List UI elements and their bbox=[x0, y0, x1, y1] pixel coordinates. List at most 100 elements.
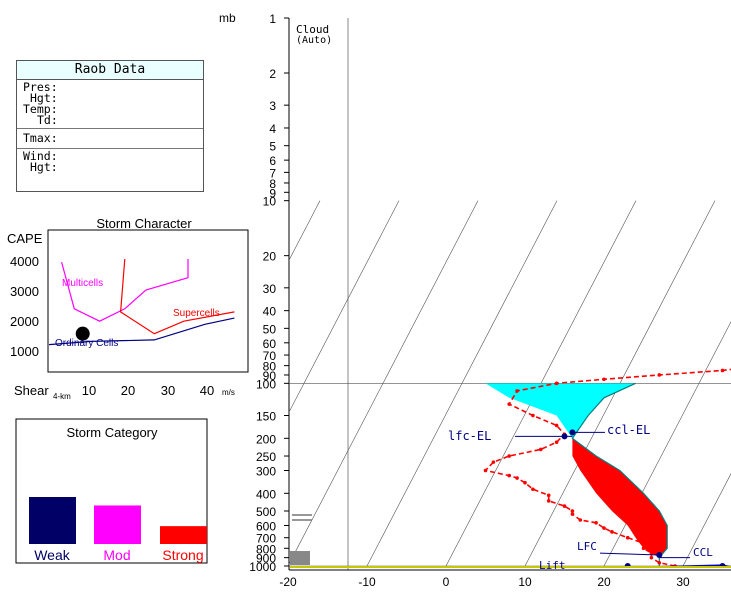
dewpoint-point bbox=[570, 512, 575, 516]
isotherm-line bbox=[366, 383, 463, 566]
ccl-label: CCL bbox=[693, 546, 713, 559]
current-storm-marker bbox=[75, 326, 90, 341]
storm-character-title: Storm Character bbox=[96, 216, 192, 231]
temperature-tick: -10 bbox=[358, 575, 376, 589]
pressure-tick: 4 bbox=[269, 122, 276, 136]
temperature-tick: 0 bbox=[443, 575, 450, 589]
raob-group-wind: Wind: Hgt: bbox=[17, 149, 203, 175]
pressure-tick: 6 bbox=[269, 154, 276, 168]
raob-temp-label: Temp: bbox=[23, 102, 58, 116]
dewpoint-point bbox=[507, 454, 512, 458]
shear-tick-40: 40 bbox=[200, 383, 214, 398]
storm-category-title: Storm Category bbox=[66, 425, 158, 440]
cloud-label: Cloud bbox=[296, 23, 329, 36]
dewpoint-point bbox=[562, 504, 567, 508]
cape-tick-1000: 1000 bbox=[10, 344, 39, 359]
raob-hgt-label: Hgt: bbox=[30, 91, 58, 105]
temperature-axis: -20 -10 0 10 20 30 bbox=[279, 575, 690, 589]
el-marker bbox=[569, 429, 576, 436]
isotherm-line bbox=[682, 473, 731, 566]
raob-wind-label: Wind: bbox=[23, 149, 58, 163]
el-marker bbox=[561, 433, 568, 440]
pressure-tick: 30 bbox=[263, 282, 277, 296]
isotherm-line bbox=[619, 200, 716, 384]
pressure-tick: 400 bbox=[256, 487, 276, 501]
dewpoint-point bbox=[578, 518, 583, 522]
lfc-marker bbox=[656, 551, 663, 558]
dewpoint-point bbox=[657, 373, 662, 377]
dewpoint-line bbox=[483, 368, 731, 566]
pressure-unit-label: mb bbox=[219, 11, 236, 25]
shear-tick-20: 20 bbox=[121, 383, 135, 398]
cape-area bbox=[485, 383, 636, 439]
shear-tick-30: 30 bbox=[161, 383, 175, 398]
lfc-connector bbox=[599, 552, 660, 556]
pressure-tick: 2 bbox=[269, 67, 276, 81]
isotherm-line bbox=[303, 200, 400, 384]
shear-unit-label: m/s bbox=[222, 388, 235, 397]
pressure-tick: 100 bbox=[256, 377, 276, 391]
lift-label: Lift bbox=[539, 559, 566, 572]
dewpoint-point bbox=[554, 381, 559, 386]
strong-label: Strong bbox=[162, 547, 203, 563]
shear-axis-sublabel: 4-km bbox=[53, 392, 71, 401]
raob-td-label: Td: bbox=[37, 113, 58, 127]
raob-group-tmax: Tmax: bbox=[17, 129, 203, 149]
pressure-tick: 90 bbox=[263, 369, 277, 383]
pressure-tick: 250 bbox=[256, 450, 276, 464]
dewpoint-point bbox=[641, 546, 646, 551]
cloud-auto-label: (Auto) bbox=[296, 35, 332, 46]
cape-tick-4000: 4000 bbox=[10, 254, 39, 269]
dewpoint-point bbox=[507, 402, 512, 406]
raob-data-panel: Raob Data Pres: Hgt: Temp: Td: Tmax: Win… bbox=[16, 60, 204, 192]
pressure-tick: 1000 bbox=[249, 560, 276, 574]
dewpoint-point bbox=[491, 460, 496, 464]
multicells-label: Multicells bbox=[62, 278, 103, 289]
temperature-tick: 20 bbox=[597, 575, 611, 589]
pressure-tick: 7 bbox=[269, 166, 276, 180]
storm-region-line bbox=[61, 259, 189, 322]
pressure-tick: 70 bbox=[263, 349, 277, 363]
storm-character-plot bbox=[47, 229, 249, 373]
pressure-tick: 10 bbox=[263, 195, 277, 209]
pressure-tick: 8 bbox=[269, 177, 276, 191]
dewpoint-point bbox=[515, 389, 519, 393]
pressure-tick: 200 bbox=[256, 432, 276, 446]
ordinary-cells-label: Ordinary Cells bbox=[55, 338, 118, 349]
raob-wind-hgt-label: Hgt: bbox=[30, 160, 58, 174]
mod-bar bbox=[94, 505, 141, 544]
raob-tmax-label: Tmax: bbox=[23, 131, 58, 145]
storm-category-panel: Storm Category Weak Mod Strong bbox=[15, 418, 208, 564]
pressure-tick: 1 bbox=[269, 12, 276, 26]
lift-marker bbox=[624, 563, 631, 566]
shear-tick-10: 10 bbox=[82, 383, 96, 398]
dewpoint-point bbox=[570, 509, 575, 513]
mod-label: Mod bbox=[103, 547, 130, 563]
storm-region-line bbox=[48, 317, 235, 346]
dewpoint-point bbox=[546, 499, 551, 503]
cape-tick-3000: 3000 bbox=[10, 284, 39, 299]
dewpoint-point bbox=[483, 468, 488, 473]
pressure-tick: 700 bbox=[256, 532, 276, 546]
dewpoint-point bbox=[657, 560, 662, 565]
pressure-tick: 300 bbox=[256, 464, 276, 478]
shear-axis-label: Shear bbox=[14, 383, 49, 398]
surface-wedge bbox=[659, 564, 731, 566]
weak-bar bbox=[29, 497, 76, 544]
dewpoint-point bbox=[602, 526, 606, 530]
isotherm-line bbox=[461, 200, 558, 384]
isotherm-line bbox=[289, 200, 321, 261]
isotherm-line bbox=[603, 383, 700, 566]
pressure-tick: 600 bbox=[256, 519, 276, 533]
temperature-tick: 10 bbox=[518, 575, 532, 589]
dewpoint-point bbox=[531, 487, 535, 492]
parcel-line bbox=[571, 382, 668, 566]
ground-block bbox=[290, 551, 310, 565]
pressure-tick: 800 bbox=[256, 542, 276, 556]
pressure-tick: 9 bbox=[269, 186, 276, 200]
isotherm-line bbox=[540, 200, 637, 384]
positive-area bbox=[572, 438, 668, 566]
raob-group-pressure: Pres: Hgt: Temp: Td: bbox=[17, 80, 203, 129]
sounding-profiles bbox=[483, 368, 731, 566]
